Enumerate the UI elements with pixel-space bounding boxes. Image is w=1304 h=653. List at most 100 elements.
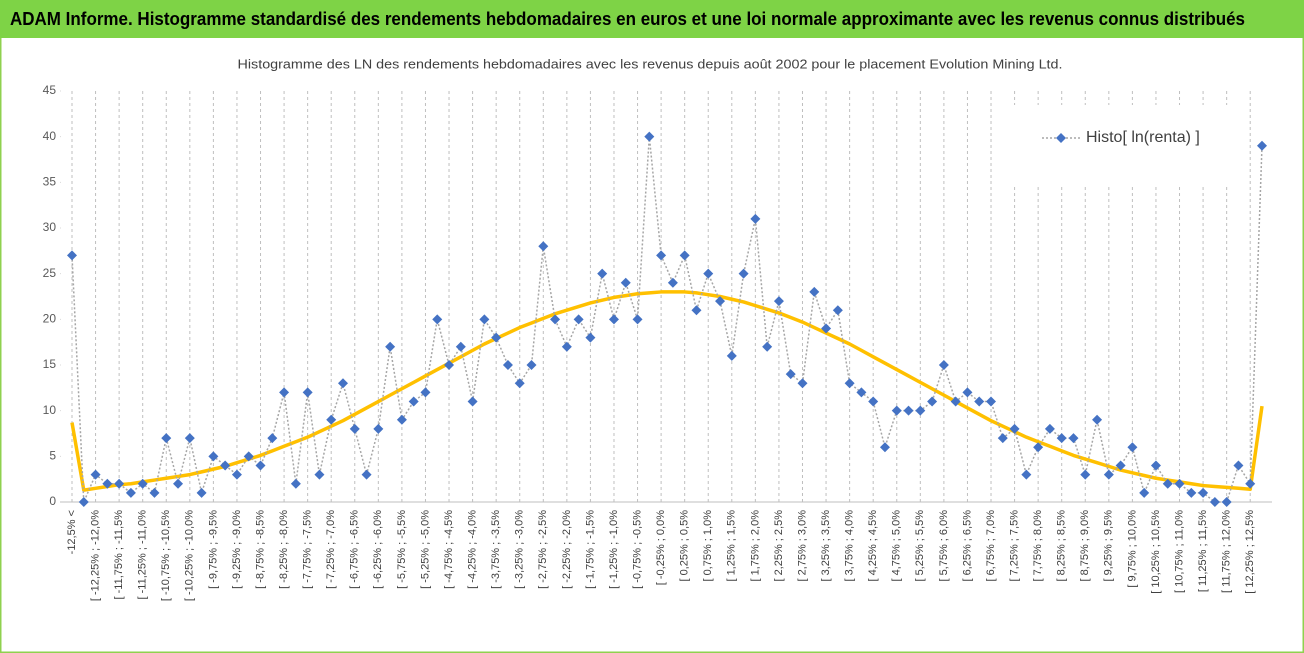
x-tick-label: [ -4,25% ; -4,0% (467, 510, 479, 589)
marker (597, 268, 608, 279)
x-tick-label: [ -10,75% ; -10,5% (160, 510, 172, 601)
x-tick-label: [ 1,75% ; 2,0% (749, 510, 761, 582)
x-tick-label: [ -7,25% ; -7,0% (325, 510, 337, 589)
marker (974, 396, 985, 407)
legend-label: Histo[ ln(renta) ] (1086, 129, 1200, 146)
marker (502, 360, 513, 370)
x-tick-label: [ 10,25% ; 10,5% (1150, 510, 1162, 594)
x-tick-label: [ -8,75% ; -8,5% (254, 510, 266, 589)
x-tick-label: [ 0,75% ; 1,0% (702, 510, 714, 582)
marker (514, 378, 525, 389)
x-tick-label: [ -2,25% ; -2,0% (561, 510, 573, 589)
legend-marker (1056, 133, 1066, 143)
marker (1115, 460, 1126, 471)
x-tick-label: [ -5,75% ; -5,5% (396, 510, 408, 589)
marker (1162, 478, 1173, 489)
marker (703, 268, 714, 279)
x-tick-label: [ 3,75% ; 4,0% (844, 510, 856, 582)
marker (149, 487, 160, 498)
y-tick-label: 25 (43, 266, 57, 280)
marker (773, 296, 784, 307)
marker (314, 469, 325, 480)
marker (196, 487, 207, 498)
marker (125, 487, 136, 498)
x-tick-label: [ 11,25% ; 11,5% (1197, 510, 1209, 592)
marker (208, 451, 219, 462)
marker (1198, 487, 1209, 498)
marker (762, 341, 773, 352)
marker (420, 387, 431, 398)
marker (1221, 497, 1232, 507)
x-tick-label: -12,5% < (66, 510, 78, 554)
marker (231, 469, 242, 480)
chart-title: ADAM Informe. Histogramme standardisé de… (10, 9, 1245, 29)
marker (220, 460, 231, 471)
marker (1209, 497, 1220, 507)
marker (444, 360, 455, 370)
normal-curve (70, 290, 1264, 492)
marker (78, 497, 89, 507)
x-tick-label: [ 0,25% ; 0,5% (679, 510, 691, 582)
marker (561, 341, 572, 352)
marker (337, 378, 348, 389)
marker (1233, 460, 1244, 471)
marker (608, 314, 619, 325)
marker (1068, 433, 1079, 444)
marker (585, 332, 596, 343)
marker (102, 478, 113, 489)
y-tick-label: 15 (43, 357, 57, 371)
marker (1021, 469, 1032, 480)
marker (161, 433, 172, 444)
x-tick-label: [ 4,75% ; 5,0% (891, 510, 903, 582)
marker (479, 314, 490, 325)
y-tick-label: 35 (43, 175, 57, 189)
marker (879, 442, 890, 453)
x-tick-label: [ 8,25% ; 8,5% (1056, 510, 1068, 582)
y-tick-label: 10 (43, 403, 57, 417)
header-band (0, 0, 1304, 38)
x-tick-label: [ -1,25% ; -1,0% (608, 510, 620, 589)
y-tick-label: 5 (49, 449, 56, 463)
x-tick-label: [ -4,75% ; -4,5% (443, 510, 455, 589)
marker (632, 314, 643, 325)
x-tick-label: [ 9,25% ; 9,5% (1103, 510, 1115, 582)
x-tick-label: [ -11,75% ; -11,5% (113, 510, 125, 600)
marker (432, 314, 443, 325)
x-tick-label: [ 5,25% ; 5,5% (914, 510, 926, 582)
marker (279, 387, 290, 398)
marker (832, 305, 843, 316)
series-line (71, 135, 1263, 503)
x-tick-label: [ 10,75% ; 11,0% (1173, 510, 1185, 593)
chart-subtitle: Histogramme des LN des rendements hebdom… (238, 56, 1063, 71)
y-tick-label: 45 (43, 83, 57, 97)
marker (538, 241, 549, 252)
marker (986, 396, 997, 407)
marker (137, 478, 148, 489)
marker (67, 250, 77, 261)
y-tick-label: 0 (49, 494, 56, 508)
marker (950, 396, 961, 407)
marker (302, 387, 313, 398)
x-tick-label: [ -3,25% ; -3,0% (514, 510, 526, 589)
marker (573, 314, 584, 325)
marker (1103, 469, 1114, 480)
x-tick-label: [ 4,25% ; 4,5% (867, 510, 879, 582)
marker (891, 405, 902, 416)
marker (785, 369, 796, 380)
x-tick-label: [ -3,75% ; -3,5% (490, 510, 502, 589)
x-tick-label: [ -1,75% ; -1,5% (584, 510, 596, 589)
x-tick-label: [ 11,75% ; 12,0% (1221, 510, 1233, 593)
legend-box (1000, 105, 1245, 185)
x-tick-label: [ -9,25% ; -9,0% (231, 510, 243, 589)
marker (1044, 423, 1055, 434)
marker (114, 478, 125, 489)
marker (455, 341, 466, 352)
marker (750, 213, 761, 224)
marker (868, 396, 879, 407)
x-tick-label: [ -11,25% ; -11,0% (137, 510, 149, 600)
marker (267, 433, 278, 444)
marker (526, 360, 537, 370)
x-tick-label: [ -10,25% ; -10,0% (184, 510, 196, 601)
marker (1033, 442, 1044, 453)
